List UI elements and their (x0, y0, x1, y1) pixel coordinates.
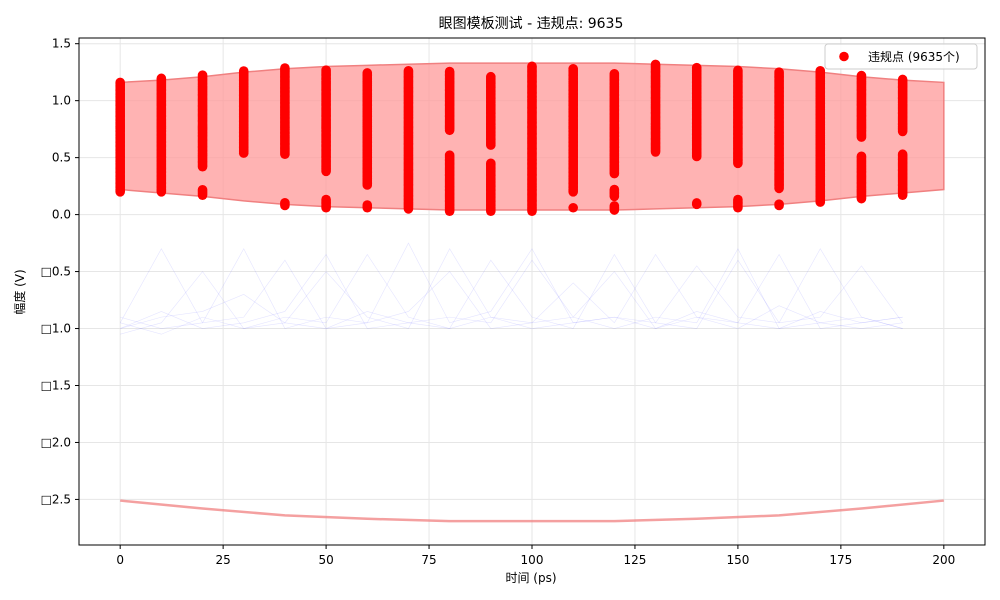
y-tick-label: 1.0 (52, 94, 71, 108)
y-tick-label: □2.5 (41, 492, 71, 506)
violation-layer (115, 59, 908, 216)
violation-point (897, 149, 908, 160)
violation-column (897, 74, 908, 201)
violation-point (197, 70, 208, 80)
violation-column (774, 67, 784, 211)
violation-column (197, 70, 208, 201)
violation-column (733, 65, 743, 213)
legend-label: 违规点 (9635个) (868, 49, 960, 64)
violation-point (362, 68, 373, 78)
x-tick-label: 25 (215, 553, 230, 567)
violation-point (362, 200, 373, 210)
x-tick-label: 175 (829, 553, 852, 567)
y-axis-ticks: 1.5 1.0 0.5 0.0 □0.5 □1.0 □1.5 □2.0 □2.5 (41, 37, 79, 506)
violation-column (568, 63, 578, 213)
y-tick-label: 0.0 (52, 208, 71, 222)
x-tick-label: 50 (318, 553, 333, 567)
violation-point (897, 74, 908, 85)
violation-point (568, 202, 578, 213)
x-tick-label: 125 (624, 553, 647, 567)
violation-point (609, 184, 620, 195)
violation-point (444, 66, 455, 77)
violation-column (362, 68, 373, 213)
x-axis-label: 时间 (ps) (505, 571, 556, 585)
violation-column (815, 66, 826, 207)
violation-point (691, 198, 702, 208)
violation-point (486, 158, 496, 169)
violation-point (486, 71, 496, 82)
legend: 违规点 (9635个) (824, 43, 978, 70)
violation-point (115, 77, 125, 88)
violation-column (115, 77, 125, 197)
violation-point (856, 151, 867, 162)
violation-point (527, 61, 537, 72)
x-tick-label: 0 (116, 553, 124, 567)
violation-point (321, 65, 331, 75)
violation-point (280, 63, 290, 73)
violation-column (527, 61, 537, 216)
violation-point (856, 70, 867, 81)
y-tick-label: 1.5 (52, 37, 71, 51)
violation-column (321, 65, 331, 213)
trace-line (120, 253, 903, 335)
violation-column (691, 62, 702, 210)
violation-point (609, 68, 620, 79)
trace-line (120, 248, 903, 329)
violation-column (609, 68, 620, 215)
violation-point (197, 184, 208, 195)
violation-point (733, 65, 743, 76)
violation-point (444, 150, 455, 160)
violation-point (733, 194, 743, 205)
violation-column (280, 63, 290, 211)
violation-column (650, 59, 661, 157)
violation-column (156, 73, 167, 197)
violation-column (444, 66, 455, 216)
violation-point (403, 66, 414, 76)
violation-point (609, 201, 620, 211)
trace-layer (119, 242, 903, 335)
x-tick-label: 150 (726, 553, 749, 567)
x-axis-ticks: 0 25 50 75 100 125 150 175 200 (116, 545, 955, 567)
legend-box (824, 43, 978, 70)
trace-line (120, 248, 903, 329)
legend-marker (839, 51, 849, 62)
violation-point (321, 194, 331, 205)
violation-point (691, 62, 702, 73)
x-tick-label: 75 (421, 553, 436, 567)
trace-line (120, 248, 903, 329)
violation-column (403, 66, 414, 214)
violation-point (774, 199, 784, 209)
y-tick-label: □2.0 (41, 435, 71, 449)
violation-column (238, 66, 249, 158)
violation-column (486, 71, 496, 216)
trace-line (119, 242, 903, 329)
violation-point (156, 73, 167, 84)
y-axis-label: 幅度 (V) (12, 269, 27, 314)
violation-column (856, 70, 867, 204)
trace-line (120, 311, 903, 335)
violation-point (280, 197, 290, 208)
lower-mask-region (120, 499, 944, 523)
violation-point (650, 59, 661, 70)
violation-point (568, 63, 578, 74)
x-tick-label: 100 (521, 553, 544, 567)
y-tick-label: □0.5 (41, 265, 71, 279)
chart-title: 眼图模板测试 - 违规点: 9635 (439, 16, 624, 32)
x-tick-label: 200 (932, 553, 955, 567)
y-tick-label: □1.0 (41, 322, 71, 336)
y-tick-label: 0.5 (52, 151, 71, 165)
y-tick-label: □1.5 (41, 378, 71, 392)
violation-point (815, 66, 826, 76)
violation-point (774, 67, 784, 77)
violation-point (238, 66, 249, 76)
